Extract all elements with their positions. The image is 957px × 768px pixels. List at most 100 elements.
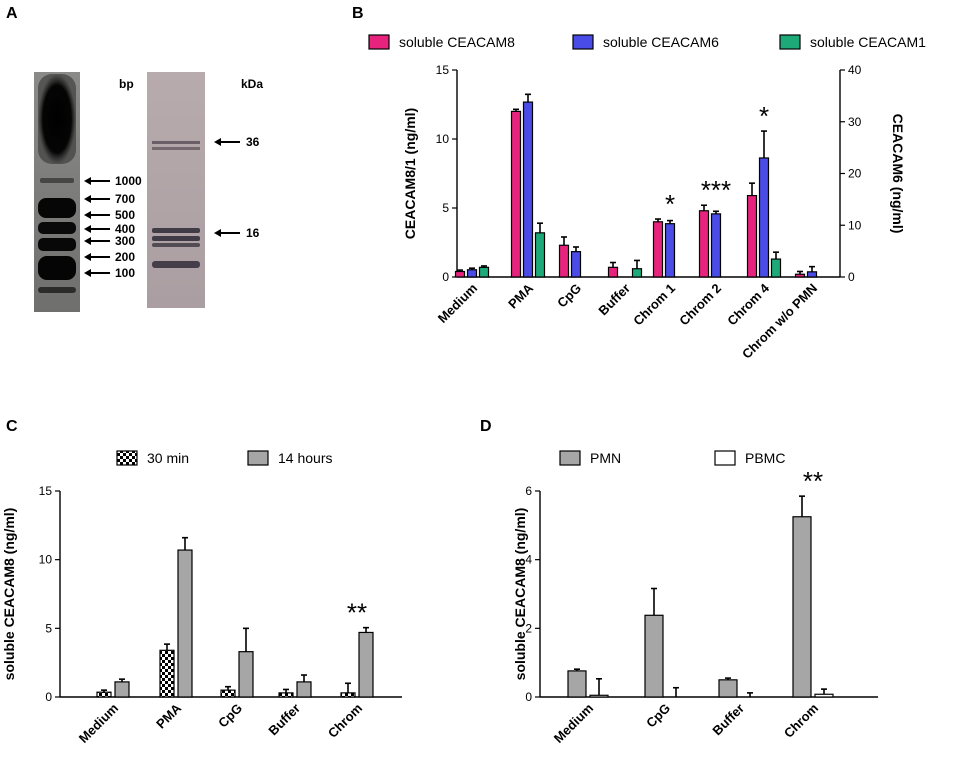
y-tick-label-right: 0	[848, 270, 855, 284]
legend-swatch-pbmc	[714, 450, 736, 466]
x-tick-label: Buffer	[709, 701, 747, 739]
legend-swatch-soluble-ceacam1	[779, 34, 801, 50]
y-tick-label-right: 10	[848, 218, 862, 232]
x-tick-label: CpG	[643, 701, 673, 731]
kda-arrowhead	[214, 138, 221, 146]
kda-markers: 36 16	[214, 135, 260, 240]
x-tick-label: CpG	[554, 281, 584, 311]
bar-30-min-pma	[159, 649, 175, 698]
bp-marker-label: 400	[115, 222, 135, 236]
chart-d: PMN PBMC 0 2 4 6 soluble CEACAM8 (ng/ml) Medium…	[512, 450, 878, 746]
bar-14-hours-buffer	[296, 681, 312, 698]
bar-pbmc-medium	[589, 694, 609, 698]
bar-soluble-ceacam6-chrom-w-o-pmn	[806, 271, 818, 278]
bar-soluble-ceacam6-cpg	[570, 251, 582, 278]
legend-swatch-soluble-ceacam8	[368, 34, 390, 50]
bp-marker-label: 700	[115, 192, 135, 206]
y-tick-label: 0	[525, 690, 532, 704]
bar-soluble-ceacam6-chrom-1	[664, 223, 676, 278]
significance-marker: *	[665, 189, 675, 219]
y-tick-label-right: 20	[848, 167, 862, 181]
y-tick-label-right: 40	[848, 63, 862, 77]
significance-marker: **	[803, 466, 823, 496]
bar-soluble-ceacam6-medium	[466, 269, 478, 278]
x-tick-label: Buffer	[595, 281, 633, 319]
y-tick-label: 0	[45, 690, 52, 704]
bp-marker-label: 1000	[115, 174, 142, 188]
bar-soluble-ceacam8-pma	[510, 110, 522, 278]
bar-14-hours-cpg	[238, 651, 254, 698]
significance-marker: *	[759, 101, 769, 131]
x-tick-label: PMA	[505, 280, 536, 311]
y-tick-label: 15	[39, 484, 53, 498]
chart-c: 30 min 14 hours 0 5 10 15 soluble CEACAM8 (ng/…	[1, 450, 402, 746]
x-tick-label: Medium	[435, 281, 480, 326]
bar-30-min-cpg	[220, 689, 236, 698]
bp-marker-label: 500	[115, 208, 135, 222]
legend-label-30-min: 30 min	[147, 450, 189, 466]
y-tick-label: 10	[436, 132, 450, 146]
panel-letter-c: C	[6, 418, 18, 435]
y-tick-label-right: 30	[848, 115, 862, 129]
y-tick-label: 5	[442, 201, 449, 215]
x-tick-label: Medium	[76, 701, 121, 746]
bar-soluble-ceacam8-medium	[454, 270, 466, 278]
bar-pmn-medium	[567, 670, 587, 698]
bp-label: bp	[119, 77, 134, 91]
bar-pmn-chrom	[792, 516, 812, 698]
bar-soluble-ceacam1-buffer	[631, 268, 643, 278]
x-tick-label: Chrom	[325, 701, 365, 741]
bar-soluble-ceacam1-pma	[534, 232, 546, 278]
bp-marker-label: 100	[115, 266, 135, 280]
bp-arrowhead	[84, 177, 91, 185]
legend-swatch-30-min	[116, 450, 138, 466]
bp-marker-label: 200	[115, 250, 135, 264]
legend-label-14-hours: 14 hours	[278, 450, 332, 466]
kda-label: kDa	[241, 77, 263, 91]
bar-soluble-ceacam6-chrom-4	[758, 157, 770, 278]
bp-arrowhead	[84, 237, 91, 245]
legend-swatch-soluble-ceacam6	[572, 34, 594, 50]
y-axis-label-right: CEACAM6 (ng/ml)	[890, 114, 906, 234]
bar-soluble-ceacam1-chrom-4	[770, 258, 782, 278]
x-tick-label: Buffer	[265, 701, 303, 739]
y-tick-label: 5	[45, 621, 52, 635]
legend-label-soluble-ceacam6: soluble CEACAM6	[603, 34, 719, 50]
bar-pmn-cpg	[644, 614, 664, 698]
bar-soluble-ceacam1-medium	[478, 266, 490, 278]
significance-marker: ***	[701, 175, 731, 205]
bar-pbmc-chrom	[814, 693, 834, 698]
bar-soluble-ceacam8-chrom-w-o-pmn	[794, 273, 806, 278]
kda-marker-label: 16	[246, 226, 260, 240]
bp-marker-label: 300	[115, 234, 135, 248]
panel-letter-d: D	[480, 418, 492, 435]
x-tick-label: Chrom	[781, 701, 821, 741]
bar-30-min-chrom	[340, 692, 356, 698]
bar-30-min-buffer	[278, 692, 294, 698]
bp-arrowhead	[84, 225, 91, 233]
x-tick-label: Chrom 4	[724, 280, 772, 328]
y-tick-label: 4	[525, 553, 532, 567]
y-axis-label: soluble CEACAM8 (ng/ml)	[1, 508, 17, 681]
kda-marker-label: 36	[246, 135, 260, 149]
bar-14-hours-medium	[114, 681, 130, 698]
legend-label-pmn: PMN	[590, 450, 621, 466]
x-tick-label: PMA	[153, 700, 184, 731]
y-tick-label: 15	[436, 63, 450, 77]
legend-swatch-pmn	[559, 450, 581, 466]
bp-arrowhead	[84, 211, 91, 219]
y-tick-label: 2	[525, 621, 532, 635]
bar-soluble-ceacam8-buffer	[607, 266, 619, 278]
y-axis-label: CEACAM8/1 (ng/ml)	[402, 108, 418, 239]
legend-label-pbmc: PBMC	[745, 450, 785, 466]
y-axis-label: soluble CEACAM8 (ng/ml)	[512, 508, 528, 681]
bar-soluble-ceacam8-cpg	[558, 244, 570, 278]
bar-14-hours-chrom	[358, 631, 374, 698]
bp-arrowhead	[84, 253, 91, 261]
western-blot-image	[147, 72, 205, 308]
bar-soluble-ceacam8-chrom-2	[698, 210, 710, 278]
bar-soluble-ceacam6-chrom-2	[710, 213, 722, 278]
